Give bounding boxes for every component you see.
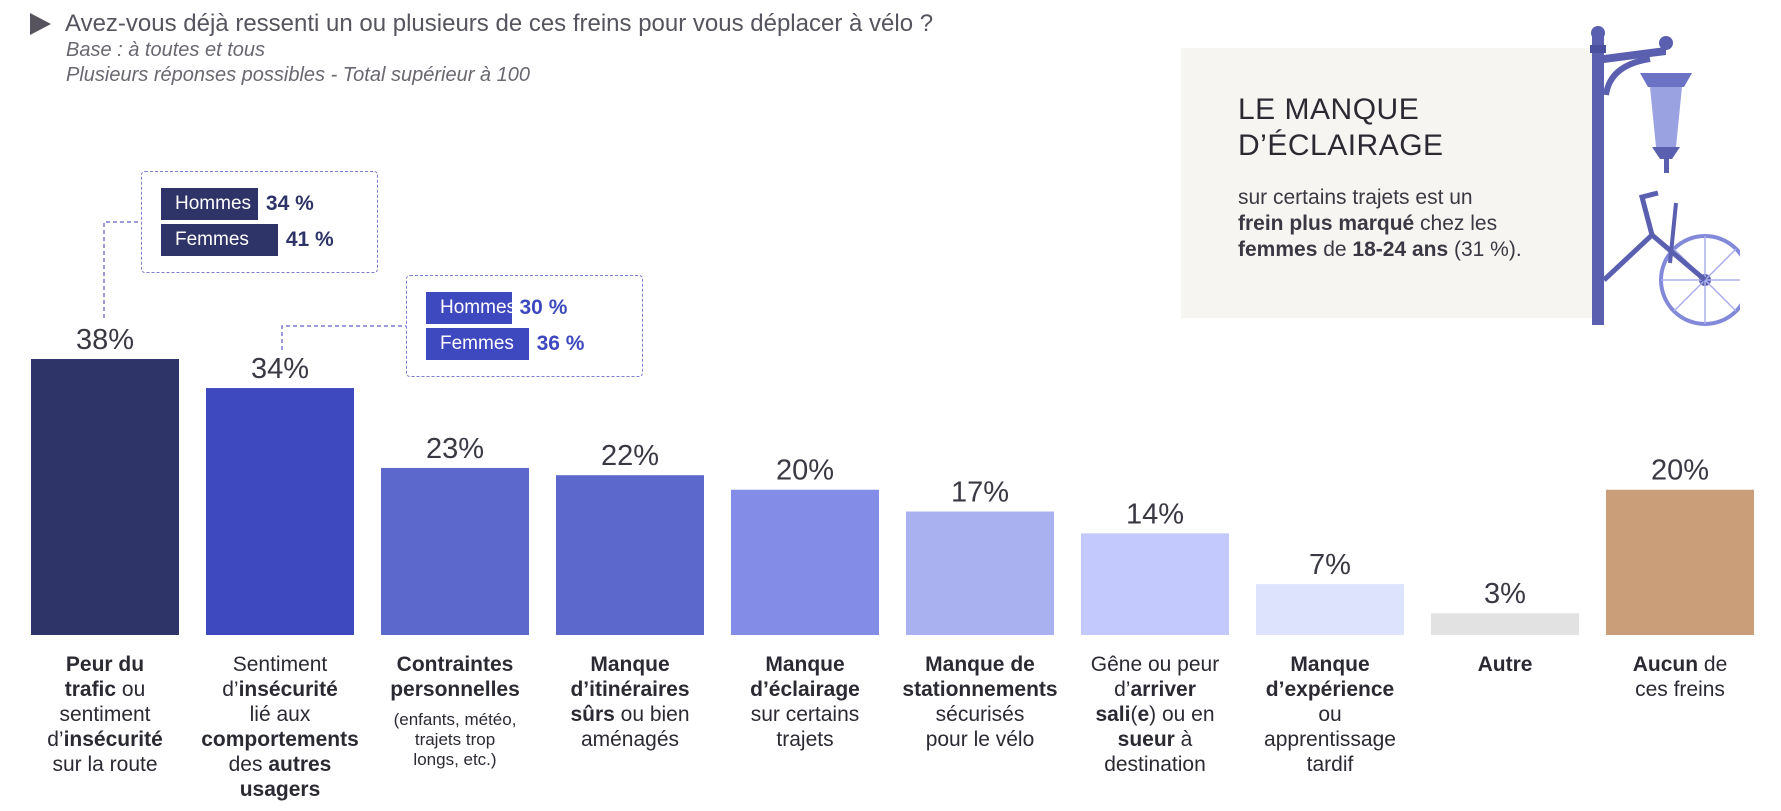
bar-value-label-0: 38% xyxy=(76,324,134,356)
gender-bar: Femmes xyxy=(426,328,529,360)
play-icon xyxy=(30,13,51,35)
bar-value-label-4: 20% xyxy=(776,455,834,487)
gender-row-hommes: Hommes 34 % xyxy=(161,188,377,220)
bar-value-label-1: 34% xyxy=(251,353,309,385)
bar-2 xyxy=(381,467,529,635)
gender-bar: Femmes xyxy=(161,224,278,256)
info-title: LE MANQUE D’ÉCLAIRAGE xyxy=(1238,93,1444,162)
bar-1 xyxy=(206,388,354,635)
bar-value-label-3: 22% xyxy=(601,440,659,472)
split-connector-1 xyxy=(281,325,406,350)
category-label-3: Manque d’itinéraires sûrs ou bien aménagés xyxy=(570,653,690,751)
category-label-7: Manque d’expérience ou apprentissage tardif xyxy=(1264,653,1396,776)
bar-9 xyxy=(1606,489,1754,635)
gender-row-femmes: Femmes 36 % xyxy=(426,328,642,360)
bar-value-label-7: 7% xyxy=(1309,549,1351,581)
info-panel: LE MANQUE D’ÉCLAIRAGE sur certains trajet… xyxy=(1181,48,1603,318)
category-note-2: (enfants, météo, trajets trop longs, etc.) xyxy=(393,710,517,769)
bar-5 xyxy=(906,511,1054,635)
bar-6 xyxy=(1081,533,1229,635)
bar-value-label-9: 20% xyxy=(1651,455,1709,487)
gender-row-hommes: Hommes 30 % xyxy=(426,292,642,324)
gender-bar: Hommes xyxy=(426,292,516,324)
gender-pct: 41 % xyxy=(285,228,334,251)
gender-row-femmes: Femmes 41 % xyxy=(161,224,377,256)
bar-3 xyxy=(556,475,704,635)
street-lamp-bicycle-icon xyxy=(1590,26,1740,326)
category-label-2: Contraintes personnelles (enfants, météo, t… xyxy=(365,652,545,770)
gender-bar: Hommes xyxy=(161,188,258,220)
category-label-9: Aucun de ces freins xyxy=(1632,653,1728,701)
question-title: Avez-vous déjà ressenti un ou plusieurs … xyxy=(65,10,934,37)
category-label-4: Manque d’éclairage sur certains trajets xyxy=(750,653,860,751)
multiple-answers-note: Plusieurs réponses possibles - Total sup… xyxy=(66,64,530,86)
gender-split-box-1: Hommes 30 % Femmes 36 % xyxy=(406,275,643,377)
category-label-1: Sentiment d’insécurité lié aux comportement… xyxy=(201,653,359,801)
split-connector-0 xyxy=(103,221,141,318)
category-label-8: Autre xyxy=(1477,653,1533,676)
gender-split-box-0: Hommes 34 % Femmes 41 % xyxy=(141,171,378,273)
gender-pct: 34 % xyxy=(265,192,314,215)
category-label-0: Peur du trafic ou sentiment d’insécurité sur… xyxy=(47,653,163,776)
bar-value-label-6: 14% xyxy=(1126,498,1184,530)
bar-4 xyxy=(731,489,879,635)
bar-8 xyxy=(1431,613,1579,635)
bar-0 xyxy=(31,359,179,635)
base-note: Base : à toutes et tous xyxy=(66,39,266,61)
gender-pct: 30 % xyxy=(519,296,568,319)
info-text: sur certains trajets est un frein plus ma… xyxy=(1238,186,1522,261)
bar-value-label-5: 17% xyxy=(951,477,1009,509)
gender-pct: 36 % xyxy=(536,332,585,355)
bar-7 xyxy=(1256,584,1404,635)
bar-value-label-8: 3% xyxy=(1484,578,1526,610)
bar-value-label-2: 23% xyxy=(426,433,484,465)
header: Avez-vous déjà ressenti un ou plusieurs … xyxy=(30,10,933,88)
category-label-5: Manque de stationnements sécurisés pour le … xyxy=(902,653,1058,751)
category-label-6: Gêne ou peur d’arriver sali(e) ou en sueur … xyxy=(1090,653,1220,776)
